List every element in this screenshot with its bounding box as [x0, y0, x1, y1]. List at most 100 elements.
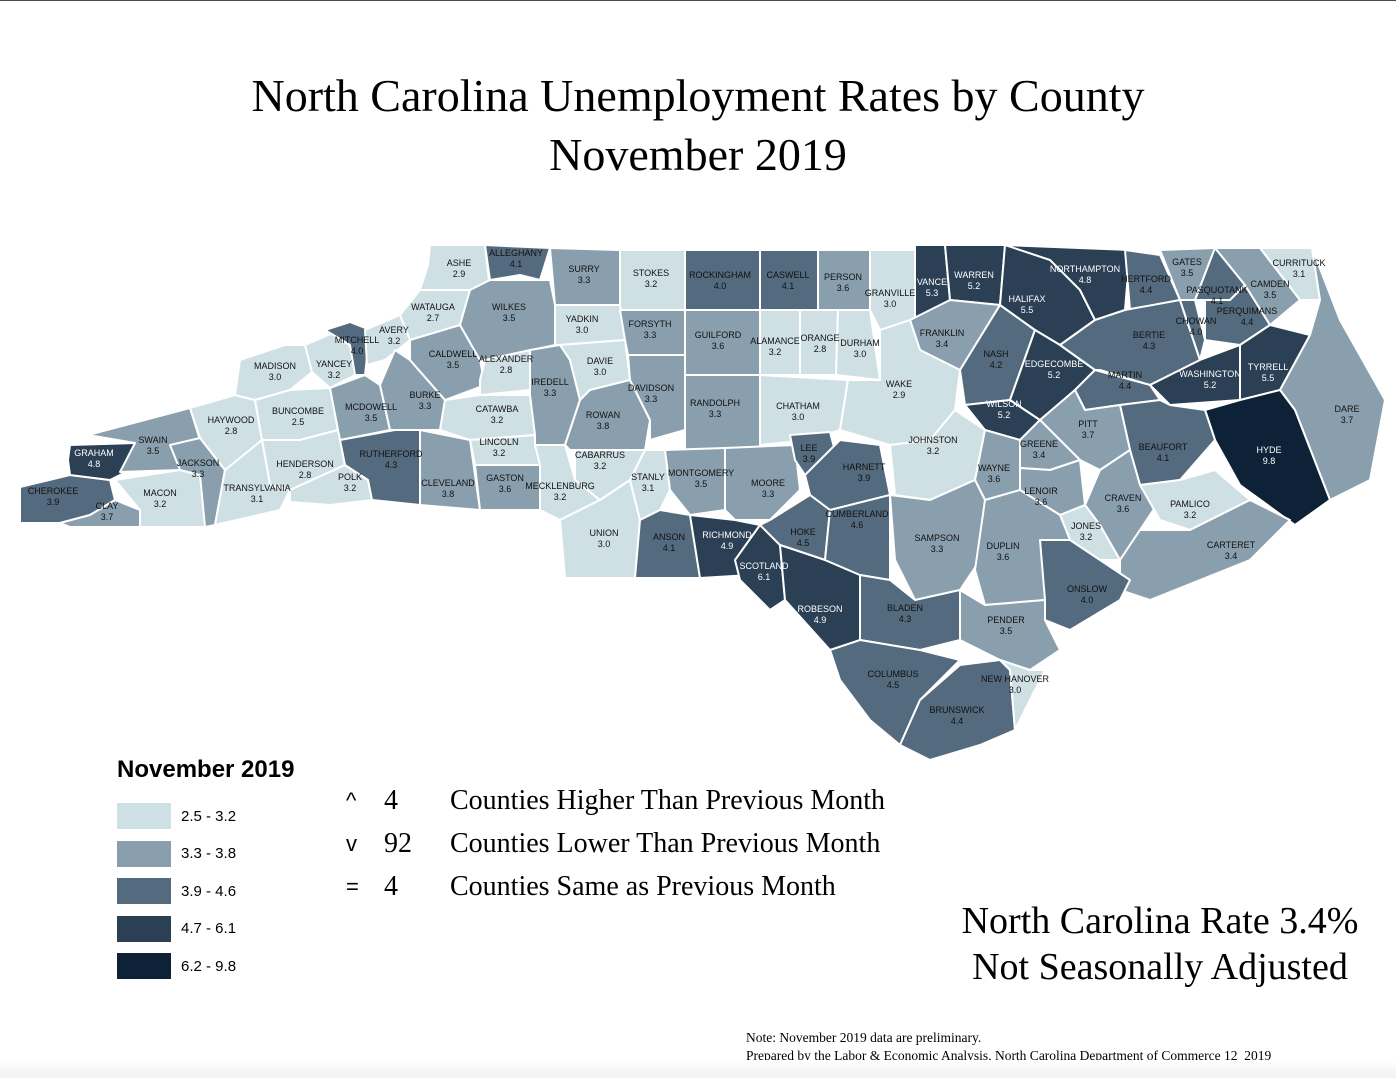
- county-label: MADISON 3.0: [254, 361, 296, 382]
- county-label: STANLY 3.1: [631, 472, 665, 493]
- county-label: RICHMOND 4.9: [702, 530, 752, 551]
- county-label: FORSYTH 3.3: [628, 319, 671, 340]
- change-label: Counties Same as Previous Month: [450, 871, 836, 902]
- county-label: WAKE 2.9: [886, 379, 912, 400]
- legend-label: 2.5 - 3.2: [181, 807, 237, 825]
- county-label: DARE 3.7: [1334, 404, 1359, 425]
- top-border: [0, 0, 1396, 1]
- county-label: MARTIN 4.4: [1108, 370, 1142, 391]
- county-label: ONSLOW 4.0: [1067, 584, 1108, 605]
- county-label: LINCOLN 3.2: [479, 437, 518, 458]
- county-label: SURRY 3.3: [568, 264, 599, 285]
- county-label: CATAWBA 3.2: [476, 404, 519, 425]
- county-alexander: [479, 349, 531, 396]
- county-alleghany: [484, 244, 551, 281]
- change-summary-row: ^ 4 Counties Higher Than Previous Month: [346, 783, 885, 819]
- county-label: ROCKINGHAM 4.0: [689, 270, 751, 291]
- county-montgomery: [664, 447, 726, 516]
- county-label: CHOWAN 4.0: [1176, 316, 1217, 337]
- county-label: EDGECOMBE 5.2: [1025, 359, 1084, 380]
- county-label: WILKES 3.5: [492, 302, 526, 323]
- county-label: RANDOLPH 3.3: [690, 398, 740, 419]
- county-onslow: [1039, 539, 1131, 631]
- county-label: JOHNSTON 3.2: [908, 435, 957, 456]
- county-label: ROWAN 3.8: [586, 410, 620, 431]
- county-label: CASWELL 4.1: [766, 270, 809, 291]
- county-label: NASH 4.2: [983, 349, 1008, 370]
- county-label: ROBESON 4.9: [797, 604, 842, 625]
- county-label: CARTERET 3.4: [1207, 540, 1256, 561]
- county-label: WARREN 5.2: [954, 270, 994, 291]
- county-label: YANCEY 3.2: [316, 359, 352, 380]
- county-label: BUNCOMBE 2.5: [272, 406, 324, 427]
- county-label: CHEROKEE 3.9: [28, 486, 79, 507]
- county-rockingham: [684, 249, 761, 311]
- change-summary-row: = 4 Counties Same as Previous Month: [346, 869, 836, 905]
- county-label: UNION 3.0: [590, 528, 619, 549]
- county-label: MITCHELL 4.0: [335, 335, 380, 356]
- county-label: HYDE 9.8: [1256, 445, 1281, 466]
- county-label: HOKE 4.5: [790, 527, 816, 548]
- county-label: PITT 3.7: [1078, 419, 1098, 440]
- county-label: CAMDEN 3.5: [1250, 279, 1289, 300]
- county-label: DAVIDSON 3.3: [628, 383, 674, 404]
- county-label: CLAY 3.7: [96, 501, 119, 522]
- change-count: 92: [384, 828, 412, 859]
- county-label: HAYWOOD 2.8: [208, 415, 255, 436]
- county-label: VANCE 5.3: [917, 277, 947, 298]
- legend-label: 6.2 - 9.8: [181, 957, 237, 975]
- county-label: JACKSON 3.3: [177, 458, 220, 479]
- county-label: ORANGE 2.8: [800, 333, 839, 354]
- county-label: NORTHAMPTON 4.8: [1050, 264, 1120, 285]
- county-label: CABARRUS 3.2: [575, 450, 625, 471]
- map-subtitle: November 2019: [549, 129, 847, 180]
- county-label: GUILFORD 3.6: [695, 330, 742, 351]
- county-label: MACON 3.2: [143, 488, 177, 509]
- county-label: GASTON 3.6: [486, 473, 524, 494]
- legend-swatch: [117, 915, 171, 942]
- county-label: BURKE 3.3: [409, 390, 440, 411]
- county-label: ALEXANDER 2.8: [479, 354, 534, 375]
- county-label: STOKES 3.2: [633, 268, 669, 289]
- legend-title: November 2019: [117, 756, 295, 783]
- county-label: RUTHERFORD 4.3: [360, 449, 423, 470]
- legend-label: 3.9 - 4.6: [181, 882, 237, 900]
- county-label: PENDER 3.5: [987, 615, 1025, 636]
- county-label: POLK 3.2: [338, 472, 362, 493]
- change-count: 4: [384, 871, 398, 902]
- county-label: ASHE 2.9: [447, 258, 472, 279]
- county-label: DURHAM 3.0: [840, 338, 880, 359]
- county-label: MCDOWELL 3.5: [345, 402, 397, 423]
- county-label: HARNETT 3.9: [843, 462, 886, 483]
- county-label: PERSON 3.6: [824, 272, 862, 293]
- county-label: ALAMANCE 3.2: [750, 336, 800, 357]
- preliminary-note: Note: November 2019 data are preliminary…: [746, 1030, 982, 1045]
- county-label: BLADEN 4.3: [887, 603, 923, 624]
- legend-swatch: [117, 878, 171, 904]
- legend-item: 3.3 - 3.8: [117, 840, 236, 867]
- county-label: ANSON 4.1: [653, 532, 685, 553]
- county-label: CUMBERLAND 4.6: [825, 509, 889, 530]
- legend-item: 3.9 - 4.6: [117, 878, 236, 904]
- legend-swatch: [117, 953, 171, 979]
- change-summary-row: v 92 Counties Lower Than Previous Month: [346, 826, 880, 862]
- county-label: SWAIN 3.5: [138, 435, 167, 456]
- county-label: LEE 3.9: [800, 443, 817, 464]
- county-label: IREDELL 3.3: [531, 377, 569, 398]
- county-label: WATAUGA 2.7: [411, 302, 455, 323]
- county-label: CRAVEN 3.6: [1105, 493, 1142, 514]
- county-label: SCOTLAND 6.1: [739, 561, 789, 582]
- legend-swatch: [117, 803, 171, 829]
- county-camden: [1214, 247, 1301, 326]
- county-label: CALDWELL 3.5: [429, 349, 478, 370]
- county-label: TRANSYLVANIA 3.1: [223, 483, 290, 504]
- county-label: CLEVELAND 3.8: [421, 478, 475, 499]
- county-label: CHATHAM 3.0: [776, 401, 820, 422]
- county-label: SAMPSON 3.3: [914, 533, 959, 554]
- footer-shade: [0, 1060, 1396, 1078]
- county-label: CURRITUCK 3.1: [1273, 258, 1326, 279]
- county-label: AVERY 3.2: [379, 325, 409, 346]
- county-label: WAYNE 3.6: [978, 463, 1010, 484]
- county-label: DUPLIN 3.6: [986, 541, 1019, 562]
- prepared-by-note: Prepared by the Labor & Economic Analysi…: [746, 1048, 1272, 1063]
